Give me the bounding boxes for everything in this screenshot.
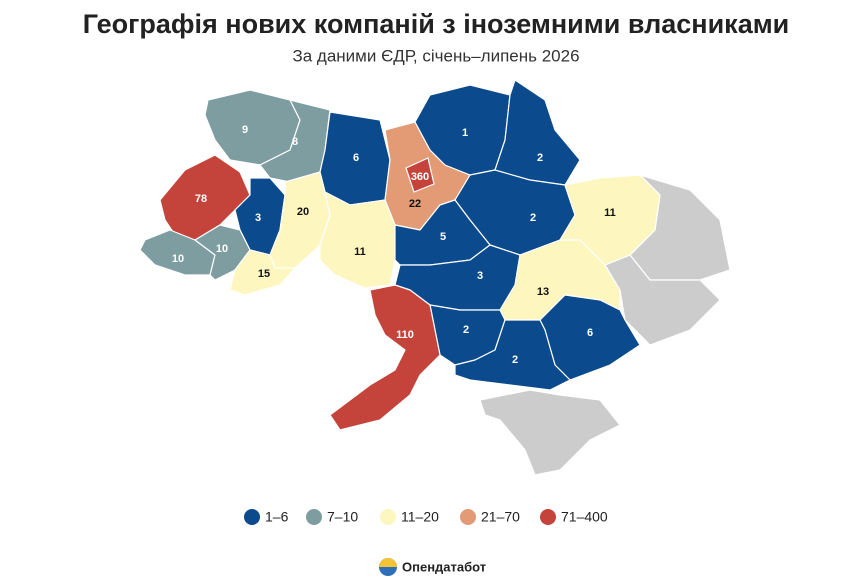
legend-label: 11–20 <box>401 509 439 525</box>
value-label: 8 <box>292 136 298 148</box>
value-label: 2 <box>530 212 536 224</box>
legend-label: 1–6 <box>265 509 289 525</box>
region <box>319 191 396 289</box>
legend-label: 71–400 <box>561 509 608 525</box>
legend-label: 21–70 <box>481 509 520 525</box>
logo <box>379 558 397 567</box>
source: Опендатабот <box>379 558 486 576</box>
subtitle: За даними ЄДР, січень–липень 2026 <box>292 46 579 65</box>
legend-swatch <box>244 509 260 525</box>
value-label: 2 <box>512 354 518 366</box>
value-label: 2 <box>537 152 543 164</box>
value-label: 1 <box>462 127 468 139</box>
title: Географія нових компаній з іноземними вл… <box>83 9 790 39</box>
value-label: 20 <box>297 206 309 218</box>
legend-swatch <box>460 509 476 525</box>
region <box>405 157 435 193</box>
value-label: 78 <box>195 193 207 205</box>
value-label: 9 <box>242 124 248 136</box>
region <box>559 174 661 266</box>
value-label: 6 <box>587 327 593 339</box>
value-label: 360 <box>411 171 429 183</box>
value-label: 3 <box>477 270 483 282</box>
value-label: 11 <box>604 207 616 219</box>
legend-label: 7–10 <box>327 509 358 525</box>
legend-swatch <box>540 509 556 525</box>
region <box>229 249 296 296</box>
region <box>329 284 441 431</box>
legend-swatch <box>306 509 322 525</box>
value-label: 10 <box>216 243 228 255</box>
value-label: 11 <box>354 246 366 258</box>
value-label: 15 <box>258 268 270 280</box>
legend: 1–6 7–10 11–20 21–70 71–400 <box>244 509 608 525</box>
value-label: 6 <box>353 152 359 164</box>
value-label: 110 <box>396 329 414 341</box>
no-data-region <box>479 389 621 476</box>
source-text: Опендатабот <box>402 559 486 574</box>
value-label: 5 <box>440 231 446 243</box>
legend-swatch <box>380 509 396 525</box>
value-label: 3 <box>255 212 261 224</box>
value-label: 22 <box>409 198 421 210</box>
value-label: 10 <box>172 253 184 265</box>
value-label: 2 <box>463 324 469 336</box>
regions <box>139 79 731 476</box>
value-label: 13 <box>537 286 549 298</box>
region <box>454 319 571 391</box>
